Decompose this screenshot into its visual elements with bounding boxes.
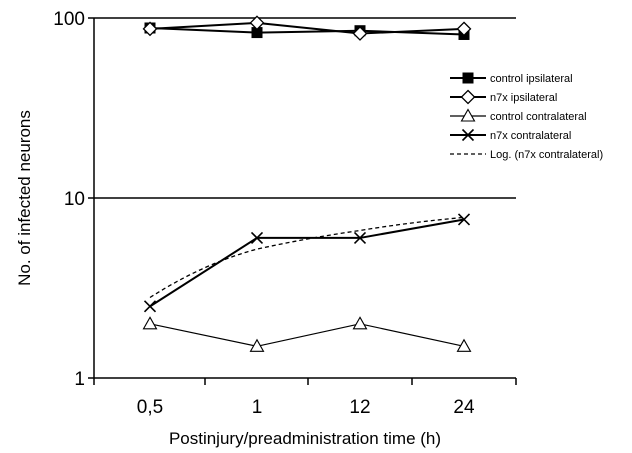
data-point xyxy=(249,338,265,352)
x-marker-stroke xyxy=(353,231,367,244)
legend-label: Log. (n7x contralateral) xyxy=(490,149,603,161)
x-axis-title: Postinjury/preadministration time (h) xyxy=(169,429,441,448)
data-point xyxy=(251,27,263,39)
legend-marker xyxy=(461,128,475,142)
legend-item-n7x-contralateral: n7x contralateral xyxy=(450,128,571,142)
legend: control ipsilateral n7x ipsilateral contro… xyxy=(450,72,603,161)
series-line xyxy=(149,323,465,347)
y-tick-label: 1 xyxy=(74,369,85,390)
x-marker-stroke xyxy=(250,231,264,244)
data-point xyxy=(456,21,472,37)
data-point xyxy=(142,21,158,37)
x-marker-stroke xyxy=(461,128,475,142)
data-point xyxy=(250,231,264,244)
x-marker-stroke xyxy=(457,213,471,226)
legend-item-control-contralateral: control contralateral xyxy=(450,108,587,123)
x-tick-label: 24 xyxy=(453,397,475,418)
series xyxy=(142,15,472,352)
x-tick-label: 1 xyxy=(252,397,263,418)
series-control-contralateral xyxy=(142,316,472,352)
data-point xyxy=(352,316,368,330)
gridlines xyxy=(94,17,516,199)
trend-line xyxy=(149,216,465,299)
legend-label: n7x contralateral xyxy=(490,130,571,142)
series-n7x-contralateral xyxy=(143,213,471,313)
legend-item-log-n7x-contralateral: Log. (n7x contralateral) xyxy=(450,149,603,161)
x-ticks: 0,5 1 12 24 xyxy=(93,378,517,418)
data-point xyxy=(456,338,472,352)
data-point xyxy=(457,213,471,226)
x-tick-label: 12 xyxy=(349,397,370,418)
series-line xyxy=(149,21,465,35)
series-n7x-ipsilateral xyxy=(142,15,472,41)
data-point xyxy=(249,15,265,31)
legend-marker xyxy=(460,89,476,105)
y-tick-label: 10 xyxy=(64,189,85,210)
data-point xyxy=(142,316,158,330)
y-tick-label: 100 xyxy=(53,9,85,30)
data-point xyxy=(352,26,368,41)
legend-label: n7x ipsilateral xyxy=(490,92,557,104)
series-line xyxy=(149,26,465,36)
legend-label: control contralateral xyxy=(490,111,587,123)
legend-marker xyxy=(460,108,476,122)
legend-marker xyxy=(462,72,474,84)
data-point xyxy=(143,300,157,313)
series-line xyxy=(149,218,465,308)
data-point xyxy=(353,231,367,244)
series-log-n7x-contralateral xyxy=(149,216,465,299)
y-axis-title: No. of infected neurons xyxy=(15,110,34,286)
y-ticks: 1 10 100 xyxy=(53,9,94,390)
legend-item-n7x-ipsilateral: n7x ipsilateral xyxy=(450,89,557,105)
x-tick-label: 0,5 xyxy=(137,397,163,418)
legend-label: control ipsilateral xyxy=(490,73,573,85)
x-marker-stroke xyxy=(143,300,157,313)
legend-item-control-ipsilateral: control ipsilateral xyxy=(450,72,573,85)
